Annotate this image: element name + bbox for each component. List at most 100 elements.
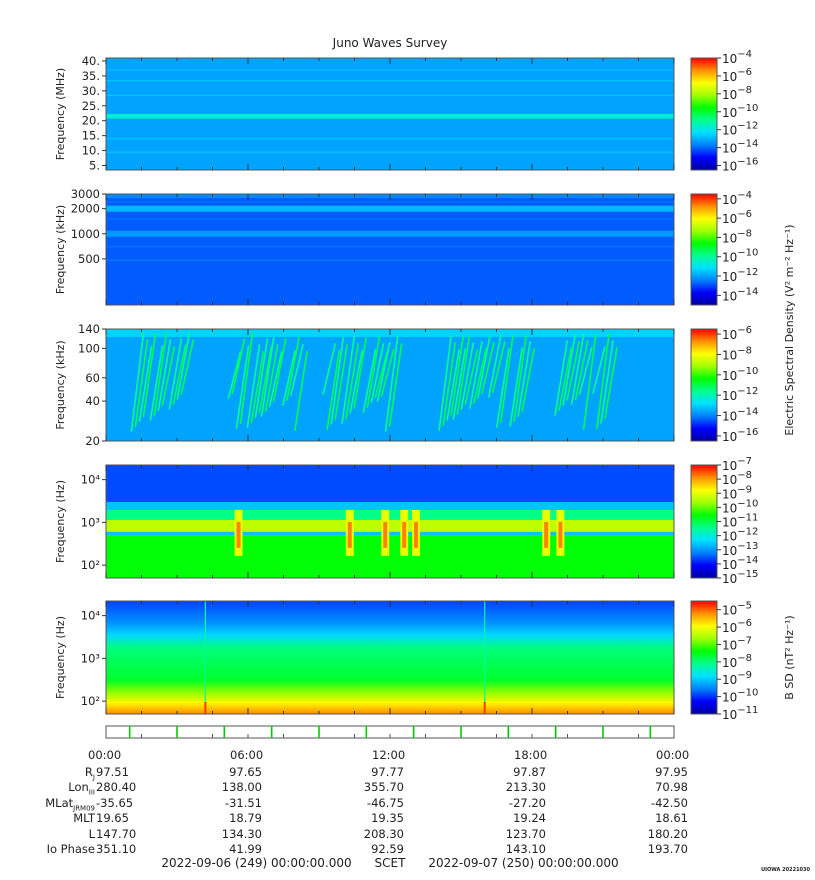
colorbar-label: B SD (nT² Hz⁻¹)	[783, 615, 796, 699]
colorbar-tick-label: 10−4	[722, 190, 752, 207]
emission-streak	[509, 347, 523, 427]
panel-background	[106, 601, 674, 714]
faint-band	[106, 138, 674, 140]
time-tick-label: 12:00	[372, 748, 406, 762]
emission-streak	[250, 351, 265, 423]
ephemeris-value: 208.30	[363, 826, 404, 841]
emission-band	[106, 205, 674, 212]
ephemeris-value: 213.30	[505, 780, 546, 795]
panel-background	[106, 194, 674, 305]
emission-streak	[326, 350, 341, 430]
emission-streak	[239, 332, 254, 424]
time-tick-label: 00:00	[88, 748, 122, 762]
y-tick-label: 5.	[89, 159, 100, 173]
y-tick-label: 60	[85, 371, 100, 385]
spectrogram-panel-1: 40.35.30.25.20.15.10.5. Frequency (MHz)	[54, 54, 675, 173]
intense-core	[402, 521, 407, 548]
y-tick-label: 10.	[82, 144, 100, 158]
colorbar-tick-label: 10−6	[722, 209, 752, 226]
colorbar-tick-label: 10−16	[722, 427, 758, 444]
emission-streak	[460, 342, 475, 410]
ephemeris-value: -31.51	[224, 795, 262, 810]
colorbar-gradient	[690, 328, 718, 442]
emission-streak	[513, 334, 527, 422]
colorbar-tick-label: 10−10	[722, 688, 758, 705]
colorbar-tick-label: 10−10	[722, 103, 758, 120]
intense-core	[236, 521, 241, 548]
colorbar-tick-label: 10−5	[722, 601, 752, 618]
colorbar-tick-label: 10−16	[722, 157, 758, 174]
colorbar-tick-label: 10−8	[722, 345, 752, 362]
colorbar-tick-label: 10−12	[722, 267, 758, 284]
ephemeris-value: 18.61	[655, 811, 688, 826]
emission-streak	[596, 333, 610, 429]
ephemeris-value: 180.20	[647, 826, 688, 841]
intense-core	[414, 521, 419, 548]
y-tick-label: 3000	[71, 187, 100, 201]
plot-title: Juno Waves Survey	[332, 36, 448, 50]
colorbar-tick-label: 10−12	[722, 386, 758, 403]
colorbar-tick-label: 10−10	[722, 248, 758, 265]
emission-streak	[473, 348, 487, 404]
spectrogram-panel-5: 10⁴ 10³ 10² Frequency (Hz)	[54, 600, 675, 715]
y-tick-label: 2000	[71, 202, 100, 216]
colorbar-tick-label: 10−12	[722, 121, 758, 138]
emission-streak	[353, 337, 367, 409]
colorbar-tick-label: 10−10	[722, 366, 758, 383]
y-tick-label: 140	[78, 322, 100, 336]
event-marker-strip	[105, 725, 675, 739]
emission-streak	[604, 347, 618, 419]
emission-streak	[345, 343, 359, 419]
emission-streak	[282, 350, 296, 406]
colorbar-gradient	[690, 600, 718, 715]
emission-streak	[384, 336, 399, 432]
ephemeris-value: 138.00	[221, 780, 262, 795]
emission-streak	[600, 340, 614, 424]
ephemeris-value: 147.70	[96, 826, 137, 841]
emission-streak	[370, 343, 385, 403]
colorbar-tick-label: 10−14	[722, 286, 758, 303]
emission-streak	[130, 332, 145, 432]
colorbar-tick-label: 10−6	[722, 618, 752, 635]
spectrogram-figure: 40.35.30.25.20.15.10.5. Frequency (MHz) 10…	[54, 49, 796, 739]
institution-tag: UIOWA 20221030	[761, 867, 810, 873]
ephemeris-value: 18.79	[229, 811, 262, 826]
faint-band	[106, 79, 674, 82]
ephemeris-value: 97.51	[96, 765, 129, 779]
emission-streak	[231, 338, 246, 394]
y-tick-label: 30.	[82, 84, 100, 98]
time-tick-label: 00:00	[656, 748, 690, 762]
emission-streak	[138, 346, 153, 422]
ephemeris-row-label: MLatJRM09	[45, 795, 95, 813]
y-tick-label: 10⁴	[81, 473, 101, 487]
ephemeris-row-label: MLT	[73, 811, 95, 826]
colorbar-tick-label: 10−8	[722, 228, 752, 245]
colorbar-tick-label: 10−14	[722, 407, 758, 424]
yellow-band	[106, 519, 674, 532]
emission-streak	[477, 335, 491, 399]
y-tick-label: 25.	[82, 99, 100, 113]
y-tick-label: 40	[85, 394, 100, 408]
colorbar-tick-label: 10−14	[722, 139, 758, 156]
ephemeris-value: 97.87	[513, 765, 546, 779]
y-axis-label: Frequency (Hz)	[54, 616, 67, 699]
y-tick-label: 100	[78, 341, 100, 355]
emission-streak	[574, 340, 589, 400]
emission-streak	[134, 339, 149, 427]
emission-streak	[149, 345, 164, 421]
emission-streak	[341, 336, 355, 424]
colorbar-tick-label: 10−6	[722, 325, 752, 342]
emission-streak	[176, 332, 191, 400]
emission-band	[106, 230, 674, 237]
cutoff-band	[106, 501, 674, 510]
ephemeris-row-label: L	[88, 826, 95, 841]
emission-streak	[517, 341, 531, 417]
faint-band	[106, 218, 674, 220]
y-axis-label: Frequency (kHz)	[54, 340, 67, 429]
spectrogram-panel-3: 140 100 60 40 20 Frequency (kHz)	[54, 322, 675, 448]
time-tick-label: 18:00	[514, 748, 548, 762]
emission-streak	[488, 334, 502, 398]
colorbar-tick-label: 10−8	[722, 653, 752, 670]
colorbar-tick-label: 10−9	[722, 670, 752, 687]
